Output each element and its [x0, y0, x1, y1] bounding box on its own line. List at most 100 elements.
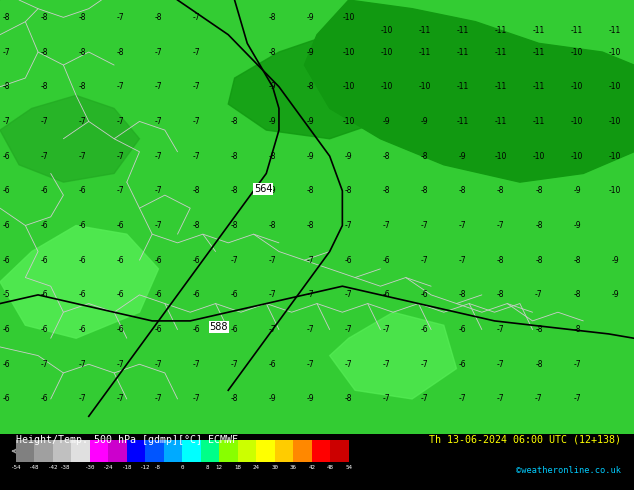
Text: -7: -7	[459, 256, 467, 265]
Text: -7: -7	[421, 221, 429, 230]
Text: -7: -7	[155, 151, 162, 161]
Text: 0: 0	[181, 465, 184, 469]
Text: -7: -7	[41, 117, 48, 126]
Text: -8: -8	[573, 256, 581, 265]
Text: -8: -8	[497, 186, 505, 196]
Text: -24: -24	[103, 465, 113, 469]
Text: -8: -8	[497, 291, 505, 299]
Bar	[201, 441, 219, 462]
Text: -8: -8	[307, 221, 314, 230]
Text: -9: -9	[269, 82, 276, 91]
Text: -8: -8	[535, 360, 543, 369]
Text: -7: -7	[193, 151, 200, 161]
Text: -6: -6	[117, 291, 124, 299]
Polygon shape	[0, 96, 139, 182]
Text: -11: -11	[495, 48, 507, 56]
Text: -10: -10	[609, 186, 621, 196]
Text: -8: -8	[345, 394, 353, 403]
Text: -6: -6	[117, 221, 124, 230]
Text: -7: -7	[497, 394, 505, 403]
Text: -7: -7	[117, 186, 124, 196]
Text: -7: -7	[155, 117, 162, 126]
Text: -6: -6	[79, 256, 86, 265]
Text: -11: -11	[495, 26, 507, 35]
Text: -6: -6	[193, 256, 200, 265]
Text: -11: -11	[495, 117, 507, 126]
Text: -7: -7	[421, 394, 429, 403]
Text: -7: -7	[345, 360, 353, 369]
Text: -11: -11	[418, 26, 431, 35]
Text: -7: -7	[79, 360, 86, 369]
Text: -7: -7	[459, 221, 467, 230]
Text: -7: -7	[79, 117, 86, 126]
Text: -7: -7	[193, 360, 200, 369]
Text: -5: -5	[3, 291, 10, 299]
Text: -10: -10	[533, 151, 545, 161]
Text: -7: -7	[155, 360, 162, 369]
Text: Height/Temp. 500 hPa [gdmp][°C] ECMWF: Height/Temp. 500 hPa [gdmp][°C] ECMWF	[16, 435, 238, 445]
Text: -11: -11	[456, 82, 469, 91]
Bar	[145, 441, 164, 462]
Text: -6: -6	[41, 256, 48, 265]
Text: -6: -6	[3, 394, 10, 403]
Text: -11: -11	[456, 48, 469, 56]
Text: -7: -7	[155, 221, 162, 230]
Text: -6: -6	[155, 256, 162, 265]
Text: -7: -7	[193, 117, 200, 126]
Text: 36: 36	[290, 465, 297, 469]
Text: -11: -11	[456, 26, 469, 35]
Text: -18: -18	[122, 465, 132, 469]
Text: -9: -9	[307, 151, 314, 161]
Text: -9: -9	[269, 186, 276, 196]
Text: -8: -8	[154, 465, 161, 469]
Text: -8: -8	[573, 291, 581, 299]
Bar	[183, 441, 201, 462]
Text: -9: -9	[307, 48, 314, 56]
Bar	[53, 441, 71, 462]
Text: -8: -8	[383, 151, 391, 161]
Text: -6: -6	[345, 256, 353, 265]
Text: -8: -8	[459, 186, 467, 196]
Text: -8: -8	[269, 48, 276, 56]
Text: Th 13-06-2024 06:00 UTC (12+138): Th 13-06-2024 06:00 UTC (12+138)	[429, 435, 621, 445]
Text: -8: -8	[497, 256, 505, 265]
Text: -6: -6	[155, 325, 162, 334]
Text: -9: -9	[307, 13, 314, 22]
Text: -6: -6	[193, 291, 200, 299]
Text: -8: -8	[155, 13, 162, 22]
Bar	[293, 441, 312, 462]
Text: -6: -6	[3, 325, 10, 334]
Text: -6: -6	[41, 394, 48, 403]
Text: 18: 18	[234, 465, 242, 469]
Text: -8: -8	[535, 186, 543, 196]
Text: -7: -7	[497, 360, 505, 369]
Text: -8: -8	[535, 325, 543, 334]
Text: -10: -10	[380, 82, 393, 91]
Text: -11: -11	[533, 48, 545, 56]
Text: -38: -38	[60, 465, 70, 469]
Text: 12: 12	[216, 465, 223, 469]
Text: -10: -10	[342, 13, 355, 22]
Text: -6: -6	[3, 186, 10, 196]
Text: 30: 30	[271, 465, 278, 469]
Bar	[34, 441, 53, 462]
Text: -6: -6	[79, 186, 86, 196]
Text: -7: -7	[41, 151, 48, 161]
Text: -10: -10	[609, 48, 621, 56]
Bar	[127, 441, 145, 462]
Text: -8: -8	[535, 256, 543, 265]
Text: -9: -9	[459, 151, 467, 161]
Text: -7: -7	[155, 186, 162, 196]
Text: -6: -6	[41, 325, 48, 334]
Text: -7: -7	[117, 151, 124, 161]
Text: -7: -7	[155, 394, 162, 403]
Text: -7: -7	[193, 48, 200, 56]
Text: -7: -7	[307, 256, 314, 265]
Text: -7: -7	[383, 325, 391, 334]
Text: -6: -6	[193, 325, 200, 334]
Text: -11: -11	[456, 117, 469, 126]
Text: -7: -7	[345, 291, 353, 299]
Text: 48: 48	[327, 465, 333, 469]
Text: -10: -10	[418, 82, 431, 91]
Text: -6: -6	[421, 325, 429, 334]
